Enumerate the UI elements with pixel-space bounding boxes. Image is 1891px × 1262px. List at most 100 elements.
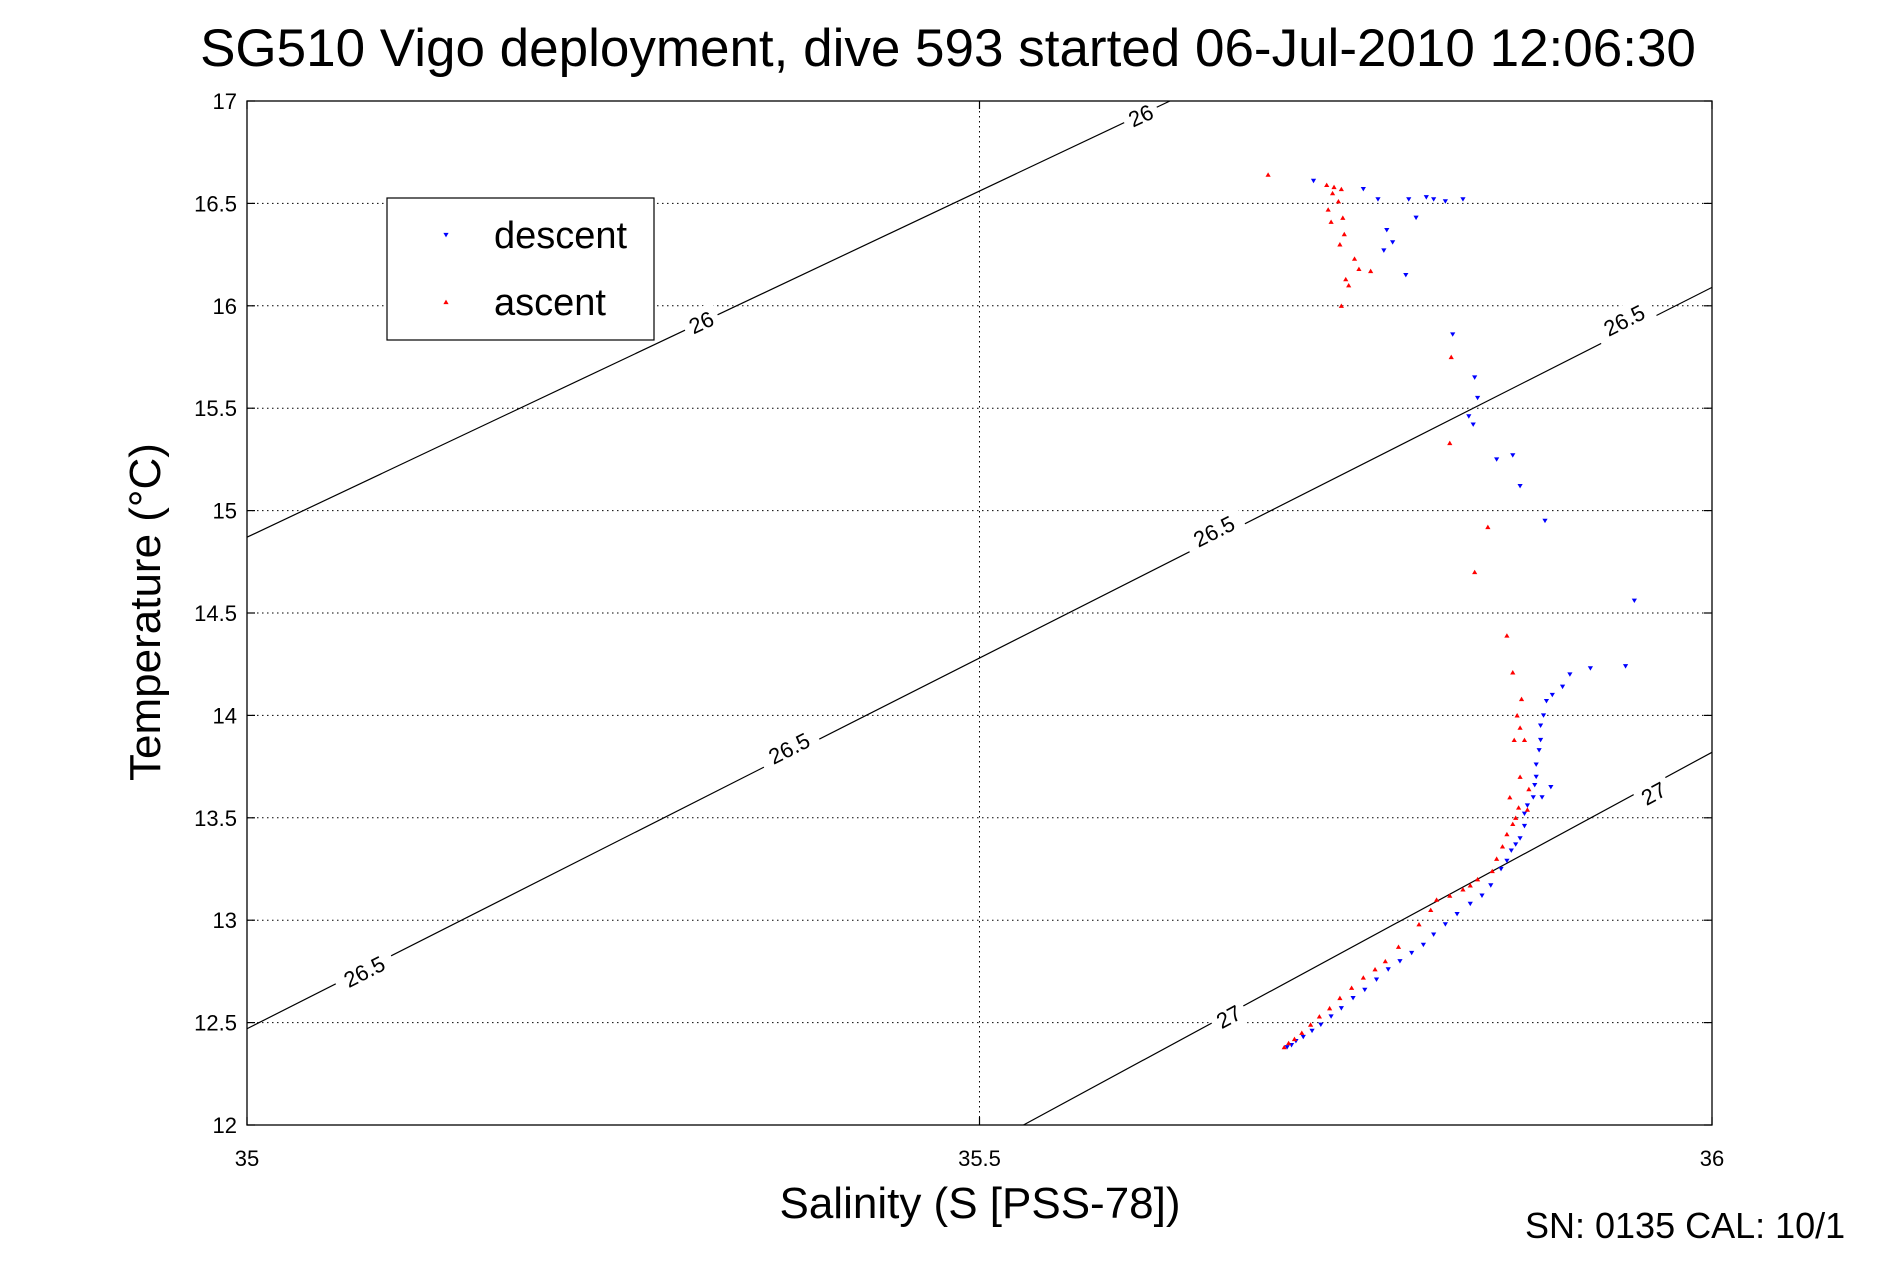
y-tick-label: 12.5 xyxy=(194,1011,237,1036)
descent-point xyxy=(1409,950,1415,956)
descent-point xyxy=(1403,273,1409,278)
descent-point xyxy=(1508,848,1514,853)
x-tick-label: 35 xyxy=(235,1146,259,1171)
descent-point xyxy=(1284,1045,1290,1050)
ascent-point xyxy=(1341,231,1347,237)
y-tick-label: 15.5 xyxy=(194,396,237,421)
ascent-point xyxy=(1517,725,1523,730)
contour-line-26.5 xyxy=(247,286,1712,1030)
contour-label-group: 26.5 xyxy=(330,944,399,998)
ascent-point xyxy=(1329,190,1336,196)
ascent-point xyxy=(1433,897,1440,902)
descent-point xyxy=(1513,842,1519,847)
descent-point xyxy=(1542,518,1548,524)
descent-point xyxy=(1310,178,1317,184)
contour-label-background xyxy=(1179,504,1248,558)
ascent-point xyxy=(1265,172,1271,177)
descent-point xyxy=(1537,723,1544,728)
descent-point xyxy=(1390,240,1396,245)
ascent-point xyxy=(1346,282,1352,288)
y-tick-label: 14 xyxy=(213,703,237,728)
y-tick-label: 13 xyxy=(213,908,237,933)
descent-point xyxy=(1530,795,1536,800)
x-tick-label: 35.5 xyxy=(958,1146,1001,1171)
descent-point xyxy=(1631,598,1637,604)
descent-point xyxy=(1381,248,1387,253)
ascent-point xyxy=(1307,1022,1314,1027)
descent-point xyxy=(1533,762,1539,767)
ascent-point xyxy=(1325,207,1331,212)
descent-point xyxy=(1406,197,1412,202)
descent-point xyxy=(1524,803,1531,808)
descent-point xyxy=(1475,395,1481,401)
ascent-point xyxy=(1337,995,1343,1001)
descent-point xyxy=(1548,785,1554,790)
descent-point xyxy=(1442,922,1448,927)
ascent-point xyxy=(1510,670,1516,675)
ascent-point xyxy=(1340,215,1346,220)
descent-point xyxy=(1537,737,1544,743)
ascent-point xyxy=(1448,354,1454,360)
descent-point xyxy=(1533,774,1539,780)
descent-point xyxy=(1494,457,1500,462)
legend-marker-descent xyxy=(443,232,449,238)
descent-point xyxy=(1587,666,1594,671)
descent-point xyxy=(1467,901,1473,907)
descent-point xyxy=(1397,959,1403,964)
ascent-point xyxy=(1351,256,1358,261)
contour-line-27 xyxy=(1023,751,1712,1125)
ascent-point xyxy=(1447,440,1453,446)
contour-label-group: 26.5 xyxy=(1590,293,1659,347)
contour-label-background xyxy=(1206,995,1252,1038)
ascent-point xyxy=(1514,713,1520,718)
contour-label-background xyxy=(1118,101,1163,136)
legend-marker-ascent xyxy=(443,299,449,305)
ascent-point xyxy=(1517,774,1523,779)
contour-label-background xyxy=(678,301,724,343)
contour-label-background xyxy=(755,721,824,775)
descent-point xyxy=(1375,197,1381,202)
descent-point xyxy=(1431,932,1437,937)
ascent-point xyxy=(1485,524,1491,530)
descent-point xyxy=(1521,823,1528,829)
descent-point xyxy=(1532,782,1538,788)
descent-point xyxy=(1517,483,1523,489)
y-axis-label: Temperature (°C) xyxy=(121,443,170,781)
descent-point xyxy=(1543,698,1550,704)
ascent-point xyxy=(1382,958,1388,964)
descent-point xyxy=(1385,967,1391,972)
x-tick-label: 36 xyxy=(1700,1146,1724,1171)
contour-label-group: 27 xyxy=(1206,995,1252,1038)
descent-point xyxy=(1536,748,1542,753)
ascent-point xyxy=(1372,967,1378,972)
y-tick-label: 13.5 xyxy=(194,806,237,831)
legend-label-ascent: ascent xyxy=(494,282,606,324)
ascent-point xyxy=(1428,907,1434,913)
ascent-point xyxy=(1507,794,1513,800)
axis-ticks: 35 35.5 36 12 12.5 13 13.5 14 14.5 15 15.5 16 16.5 17 xyxy=(194,89,1724,1171)
descent-point xyxy=(1423,195,1429,200)
plot-area: 26 26 26.5 26.5 26.5 26.5 27 27 35 35.5 36 12 12.5 1… xyxy=(194,89,1724,1171)
descent-point xyxy=(1488,883,1494,888)
contour-label-group: 26.5 xyxy=(1179,504,1248,558)
ascent-point xyxy=(1521,737,1528,743)
descent-point xyxy=(1300,1034,1306,1040)
ascent-point xyxy=(1299,1030,1305,1035)
ascent-point xyxy=(1494,856,1500,861)
descent-point xyxy=(1504,858,1510,864)
descent-point xyxy=(1549,692,1555,698)
y-tick-label: 17 xyxy=(213,89,237,114)
contour-label-background xyxy=(330,944,399,998)
ascent-point xyxy=(1327,1005,1333,1011)
legend: descent ascent xyxy=(386,197,655,341)
ascent-point xyxy=(1331,184,1337,190)
ascent-point xyxy=(1328,219,1334,224)
ascent-point xyxy=(1499,844,1506,849)
descent-point xyxy=(1460,197,1466,202)
contour-label-group: 27 xyxy=(1630,772,1676,815)
ascent-point xyxy=(1343,276,1349,282)
descent-point xyxy=(1362,987,1368,993)
ascent-point xyxy=(1447,893,1453,898)
ascent-point xyxy=(1338,186,1344,192)
